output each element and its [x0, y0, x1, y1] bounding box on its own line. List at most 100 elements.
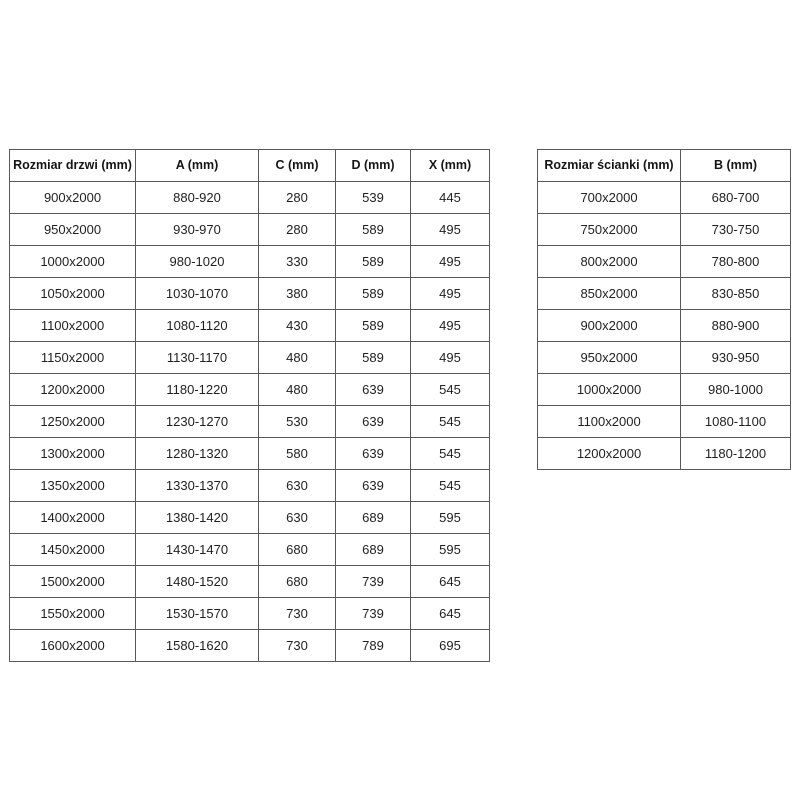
- column-header-x: X (mm): [410, 149, 490, 182]
- table-row: 1100x2000 1080-1100: [537, 405, 791, 438]
- cell-wall-size: 950x2000: [537, 341, 681, 374]
- door-size-table-header: Rozmiar drzwi (mm) A (mm) C (mm) D (mm) …: [9, 149, 490, 182]
- cell-c: 630: [258, 469, 336, 502]
- table-row: 1600x2000 1580-1620 730 789 695: [9, 629, 490, 662]
- table-header-row: Rozmiar drzwi (mm) A (mm) C (mm) D (mm) …: [9, 149, 490, 182]
- cell-a: 980-1020: [135, 245, 259, 278]
- cell-x: 645: [410, 565, 490, 598]
- cell-c: 680: [258, 533, 336, 566]
- cell-door-size: 1250x2000: [9, 405, 136, 438]
- cell-b: 880-900: [680, 309, 791, 342]
- cell-x: 495: [410, 213, 490, 246]
- cell-door-size: 1300x2000: [9, 437, 136, 470]
- cell-b: 930-950: [680, 341, 791, 374]
- column-header-b: B (mm): [680, 149, 791, 182]
- cell-c: 730: [258, 629, 336, 662]
- cell-door-size: 1600x2000: [9, 629, 136, 662]
- table-row: 950x2000 930-970 280 589 495: [9, 213, 490, 246]
- table-row: 700x2000 680-700: [537, 181, 791, 214]
- cell-x: 445: [410, 181, 490, 214]
- cell-d: 789: [335, 629, 411, 662]
- cell-a: 1480-1520: [135, 565, 259, 598]
- column-header-d: D (mm): [335, 149, 411, 182]
- table-row: 1200x2000 1180-1220 480 639 545: [9, 373, 490, 406]
- cell-door-size: 1100x2000: [9, 309, 136, 342]
- wall-panel-size-table: Rozmiar ścianki (mm) B (mm) 700x2000 680…: [537, 149, 791, 470]
- cell-x: 595: [410, 501, 490, 534]
- cell-d: 539: [335, 181, 411, 214]
- table-row: 1350x2000 1330-1370 630 639 545: [9, 469, 490, 502]
- cell-c: 280: [258, 213, 336, 246]
- table-row: 900x2000 880-900: [537, 309, 791, 342]
- cell-door-size: 950x2000: [9, 213, 136, 246]
- table-row: 900x2000 880-920 280 539 445: [9, 181, 490, 214]
- cell-door-size: 1500x2000: [9, 565, 136, 598]
- cell-d: 589: [335, 309, 411, 342]
- table-row: 1300x2000 1280-1320 580 639 545: [9, 437, 490, 470]
- cell-d: 589: [335, 341, 411, 374]
- cell-door-size: 1150x2000: [9, 341, 136, 374]
- table-row: 1150x2000 1130-1170 480 589 495: [9, 341, 490, 374]
- door-size-table-body: 900x2000 880-920 280 539 445 950x2000 93…: [9, 181, 490, 662]
- table-row: 950x2000 930-950: [537, 341, 791, 374]
- cell-d: 589: [335, 277, 411, 310]
- cell-x: 545: [410, 469, 490, 502]
- cell-a: 1580-1620: [135, 629, 259, 662]
- cell-b: 830-850: [680, 277, 791, 310]
- cell-d: 589: [335, 245, 411, 278]
- door-size-table: Rozmiar drzwi (mm) A (mm) C (mm) D (mm) …: [9, 149, 490, 662]
- cell-c: 530: [258, 405, 336, 438]
- cell-x: 495: [410, 277, 490, 310]
- cell-a: 1330-1370: [135, 469, 259, 502]
- cell-x: 645: [410, 597, 490, 630]
- table-row: 1500x2000 1480-1520 680 739 645: [9, 565, 490, 598]
- cell-x: 495: [410, 245, 490, 278]
- table-row: 1050x2000 1030-1070 380 589 495: [9, 277, 490, 310]
- wall-panel-size-table-body: 700x2000 680-700 750x2000 730-750 800x20…: [537, 181, 791, 470]
- cell-b: 980-1000: [680, 373, 791, 406]
- cell-door-size: 1350x2000: [9, 469, 136, 502]
- table-row: 800x2000 780-800: [537, 245, 791, 278]
- cell-wall-size: 1000x2000: [537, 373, 681, 406]
- cell-c: 580: [258, 437, 336, 470]
- column-header-door-size: Rozmiar drzwi (mm): [9, 149, 136, 182]
- table-header-row: Rozmiar ścianki (mm) B (mm): [537, 149, 791, 182]
- cell-wall-size: 1100x2000: [537, 405, 681, 438]
- wall-panel-size-table-header: Rozmiar ścianki (mm) B (mm): [537, 149, 791, 182]
- table-row: 1100x2000 1080-1120 430 589 495: [9, 309, 490, 342]
- cell-x: 595: [410, 533, 490, 566]
- cell-a: 1530-1570: [135, 597, 259, 630]
- cell-x: 495: [410, 309, 490, 342]
- table-row: 1200x2000 1180-1200: [537, 437, 791, 470]
- table-row: 1000x2000 980-1000: [537, 373, 791, 406]
- cell-a: 880-920: [135, 181, 259, 214]
- cell-c: 330: [258, 245, 336, 278]
- cell-wall-size: 1200x2000: [537, 437, 681, 470]
- cell-b: 1180-1200: [680, 437, 791, 470]
- cell-d: 639: [335, 469, 411, 502]
- cell-a: 1080-1120: [135, 309, 259, 342]
- table-row: 1450x2000 1430-1470 680 689 595: [9, 533, 490, 566]
- cell-a: 1430-1470: [135, 533, 259, 566]
- cell-door-size: 1400x2000: [9, 501, 136, 534]
- cell-c: 430: [258, 309, 336, 342]
- cell-door-size: 1050x2000: [9, 277, 136, 310]
- cell-door-size: 1450x2000: [9, 533, 136, 566]
- cell-door-size: 1200x2000: [9, 373, 136, 406]
- cell-c: 630: [258, 501, 336, 534]
- cell-a: 1230-1270: [135, 405, 259, 438]
- cell-a: 1380-1420: [135, 501, 259, 534]
- cell-wall-size: 750x2000: [537, 213, 681, 246]
- cell-b: 1080-1100: [680, 405, 791, 438]
- cell-x: 495: [410, 341, 490, 374]
- cell-x: 545: [410, 437, 490, 470]
- cell-c: 730: [258, 597, 336, 630]
- cell-wall-size: 800x2000: [537, 245, 681, 278]
- cell-c: 480: [258, 341, 336, 374]
- cell-a: 1030-1070: [135, 277, 259, 310]
- cell-door-size: 900x2000: [9, 181, 136, 214]
- cell-door-size: 1000x2000: [9, 245, 136, 278]
- cell-wall-size: 700x2000: [537, 181, 681, 214]
- cell-door-size: 1550x2000: [9, 597, 136, 630]
- table-row: 1000x2000 980-1020 330 589 495: [9, 245, 490, 278]
